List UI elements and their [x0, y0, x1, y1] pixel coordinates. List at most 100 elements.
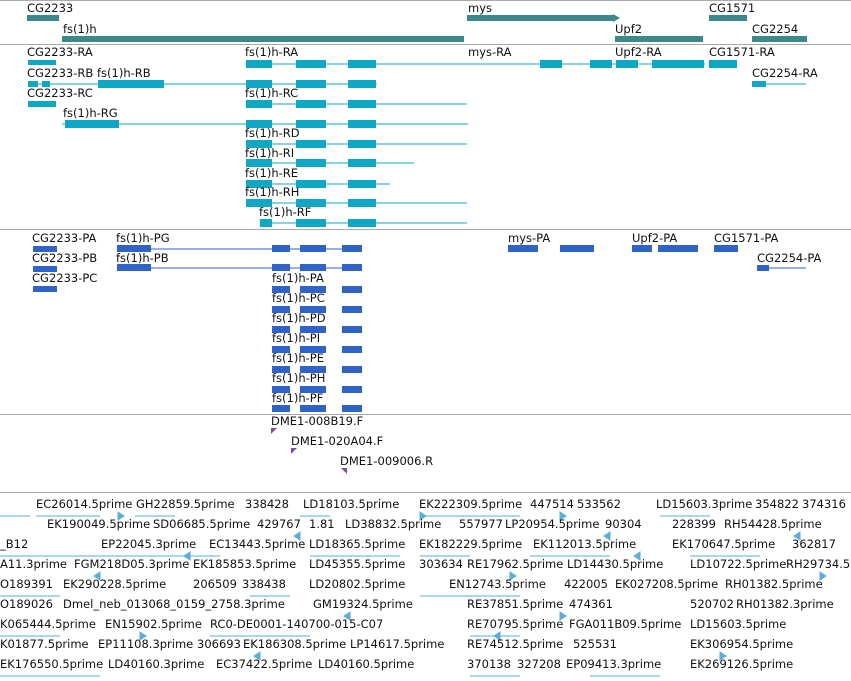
est-label[interactable]: EC37422.5prime	[216, 657, 313, 671]
clone-marker[interactable]	[341, 468, 347, 474]
est-label[interactable]: 306693	[197, 637, 241, 651]
est-label[interactable]: 338428	[245, 497, 289, 511]
est-label[interactable]: LD10722.5prime	[690, 557, 787, 571]
protein-label[interactable]: fs(1)h-PI	[272, 331, 321, 345]
est-label[interactable]: GM19324.5prime	[313, 597, 413, 611]
est-label[interactable]: LD15603.5prime	[690, 617, 787, 631]
est-label[interactable]: EK182229.5prime	[419, 537, 523, 551]
est-label[interactable]: 520702	[690, 597, 734, 611]
est-label[interactable]: RH01382.5prime	[725, 577, 823, 591]
transcript-label[interactable]: CG1571-RA	[709, 45, 775, 59]
est-label[interactable]: EK170647.5prime	[672, 537, 776, 551]
est-label[interactable]: RC0-DE0001-140700-015-C07	[210, 617, 384, 631]
est-label[interactable]: FGM218D05.3prime	[74, 557, 190, 571]
est-label[interactable]: 303634	[419, 557, 463, 571]
gene-label[interactable]: CG2254	[752, 22, 799, 36]
est-label[interactable]: 525531	[573, 637, 617, 651]
est-label[interactable]: 228399	[672, 517, 716, 531]
gene-label[interactable]: mys	[468, 1, 492, 15]
est-label[interactable]: EP22045.3prime	[101, 537, 197, 551]
transcript-label[interactable]: CG2233-RA	[27, 45, 93, 59]
gene-label[interactable]: Upf2	[615, 22, 643, 36]
est-label[interactable]: EP11108.3prime	[98, 637, 194, 651]
est-label[interactable]: 429767	[257, 517, 301, 531]
est-label[interactable]: EN15902.5prime	[105, 617, 202, 631]
gene-cg2233[interactable]	[27, 15, 59, 21]
gene-cg1571[interactable]	[709, 15, 747, 21]
est-label[interactable]: LD45355.5prime	[309, 557, 406, 571]
est-label[interactable]: LP20954.5prime	[505, 517, 600, 531]
transcript-label[interactable]: mys-RA	[468, 45, 512, 59]
protein-label[interactable]: mys-PA	[508, 231, 551, 245]
transcript-label[interactable]: fs(1)h-RC	[245, 86, 299, 100]
clone-marker[interactable]	[271, 428, 277, 434]
protein-label[interactable]: fs(1)h-PH	[272, 371, 326, 385]
transcript-label[interactable]: fs(1)h-RF	[259, 205, 312, 219]
clone-label[interactable]: DME1-020A04.F	[291, 434, 384, 448]
est-label[interactable]: EN12743.5prime	[449, 577, 546, 591]
protein-label[interactable]: fs(1)h-PG	[116, 231, 170, 245]
est-label[interactable]: 422005	[564, 577, 608, 591]
est-label[interactable]: O189026	[0, 597, 53, 611]
est-label[interactable]: RE17962.5prime	[467, 557, 564, 571]
est-label[interactable]: 557977	[459, 517, 503, 531]
transcript-label[interactable]: fs(1)h-RE	[245, 166, 299, 180]
est-label[interactable]: 90304	[605, 517, 642, 531]
transcript-label[interactable]: CG2254-RA	[752, 66, 818, 80]
gene-mys[interactable]	[467, 15, 613, 21]
gene-label[interactable]: CG2233	[27, 1, 74, 15]
est-label[interactable]: 327208	[517, 657, 561, 671]
protein-label[interactable]: CG1571-PA	[714, 231, 779, 245]
est-label[interactable]: SD06685.5prime	[153, 517, 251, 531]
est-label[interactable]: EK112013.5prime	[533, 537, 637, 551]
est-label[interactable]: EK290228.5prime	[63, 577, 167, 591]
protein-label[interactable]: fs(1)h-PC	[272, 291, 325, 305]
est-label[interactable]: EK186308.5prime	[243, 637, 347, 651]
est-label[interactable]: 374316	[802, 497, 846, 511]
transcript-label[interactable]: fs(1)h-RD	[245, 126, 300, 140]
est-label[interactable]: K065444.5prime	[0, 617, 96, 631]
est-label[interactable]: 474361	[569, 597, 613, 611]
est-label[interactable]: RH54428.5prime	[724, 517, 822, 531]
est-label[interactable]: 206509	[193, 577, 237, 591]
est-label[interactable]: O189391	[0, 577, 53, 591]
protein-label[interactable]: fs(1)h-PE	[272, 351, 324, 365]
est-label[interactable]: EC26014.5prime	[36, 497, 133, 511]
est-label[interactable]: Dmel_neb_013068_0159_2758.3prime	[63, 597, 285, 611]
protein-label[interactable]: fs(1)h-PB	[116, 251, 169, 265]
protein-label[interactable]: CG2254-PA	[757, 251, 822, 265]
est-label[interactable]: LD38832.5prime	[345, 517, 442, 531]
protein-label[interactable]: fs(1)h-PF	[272, 391, 324, 405]
est-label[interactable]: RE70795.5prime	[467, 617, 564, 631]
est-label[interactable]: EK306954.5prime	[690, 637, 794, 651]
est-label[interactable]: 370138	[467, 657, 511, 671]
est-label[interactable]: LD14430.5prime	[567, 557, 664, 571]
protein-label[interactable]: CG2233-PC	[32, 271, 98, 285]
est-label[interactable]: K01877.5prime	[0, 637, 89, 651]
gene-upf2[interactable]	[615, 36, 703, 42]
est-label[interactable]: EP09413.3prime	[566, 657, 662, 671]
est-label[interactable]: 354822	[755, 497, 799, 511]
transcript-label[interactable]: fs(1)h-RG	[63, 106, 118, 120]
est-label[interactable]: _B12	[0, 537, 29, 551]
clone-label[interactable]: DME1-008B19.F	[271, 414, 364, 428]
protein-label[interactable]: CG2233-PB	[32, 251, 98, 265]
clone-label[interactable]: DME1-009006.R	[340, 454, 434, 468]
est-label[interactable]: EK176550.5prime	[0, 657, 104, 671]
est-label[interactable]: LD18365.5prime	[309, 537, 406, 551]
est-label[interactable]: EK190049.5prime	[47, 517, 151, 531]
est-label[interactable]: 338438	[242, 577, 286, 591]
est-label[interactable]: 1.81	[309, 517, 335, 531]
protein-label[interactable]: fs(1)h-PD	[272, 311, 326, 325]
est-label[interactable]: FGA011B09.5prime	[569, 617, 682, 631]
transcript-label[interactable]: fs(1)h-RI	[245, 146, 295, 160]
est-label[interactable]: EK222309.5prime	[419, 497, 523, 511]
est-label[interactable]: GH22859.5prime	[136, 497, 235, 511]
est-label[interactable]: LD40160.3prime	[108, 657, 205, 671]
est-label[interactable]: RH01382.3prime	[736, 597, 834, 611]
est-label[interactable]: 447514	[530, 497, 574, 511]
gene-fs1h[interactable]	[62, 36, 464, 42]
est-label[interactable]: 533562	[577, 497, 621, 511]
protein-label[interactable]: CG2233-PA	[32, 231, 97, 245]
est-label[interactable]: LD40160.5prime	[318, 657, 415, 671]
